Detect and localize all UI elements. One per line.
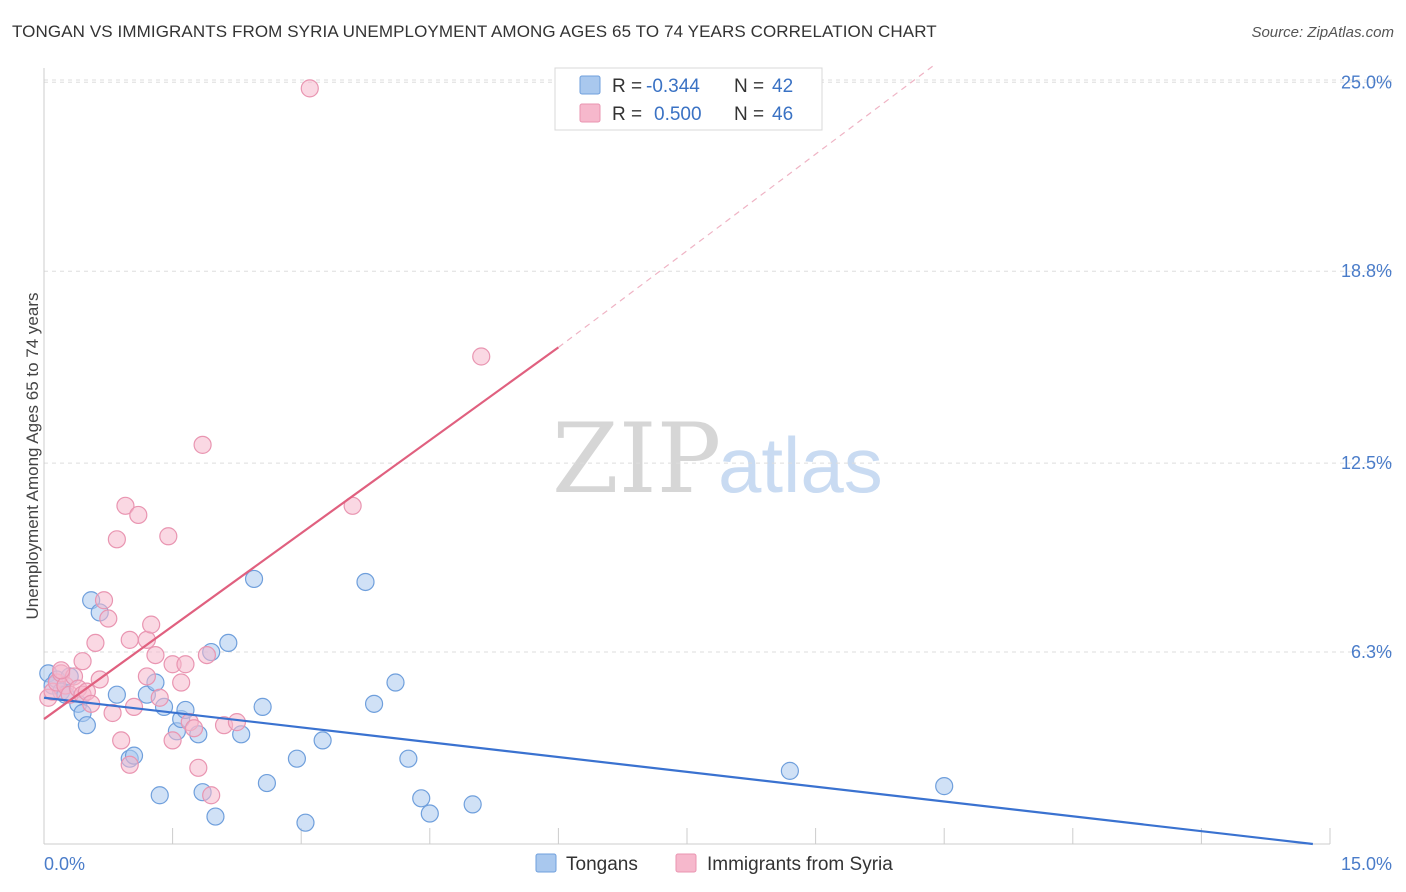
legend-swatch-tongans-bottom — [535, 853, 557, 873]
point-tongans — [77, 716, 96, 735]
point-tongans — [386, 673, 405, 692]
point-tongans — [107, 685, 126, 704]
point-tongans — [150, 786, 169, 805]
point-syria — [120, 755, 139, 774]
legend-swatch-syria-bottom — [675, 853, 697, 873]
series-legend: Tongans Immigrants from Syria — [535, 853, 893, 875]
point-syria — [159, 527, 178, 546]
trend-line-tongans — [43, 696, 1313, 846]
point-tongans — [356, 572, 375, 592]
y-tick-label: 18.8% — [1341, 261, 1392, 281]
point-syria — [189, 758, 208, 777]
axes — [43, 68, 1331, 845]
legend-n-value-2: 46 — [772, 104, 793, 125]
point-syria — [107, 530, 126, 549]
point-syria — [472, 347, 491, 366]
legend-n-value-1: 42 — [772, 76, 793, 97]
point-tongans — [399, 749, 418, 768]
point-tongans — [364, 694, 384, 713]
point-tongans — [253, 697, 272, 716]
point-tongans — [412, 789, 431, 808]
legend-label-syria: Immigrants from Syria — [707, 854, 893, 875]
legend-n-label-2: N = — [734, 104, 764, 125]
y-axis-label: Unemployment Among Ages 65 to 74 years — [23, 293, 42, 620]
legend-swatch-syria — [579, 103, 601, 123]
point-syria — [146, 645, 165, 665]
point-syria — [202, 786, 221, 805]
point-syria — [176, 655, 195, 674]
point-syria — [99, 609, 118, 628]
point-syria — [163, 731, 182, 750]
point-syria — [129, 505, 148, 525]
legend-r-label-2: R = — [612, 104, 642, 125]
point-syria — [103, 703, 122, 723]
correlation-legend: R = -0.344 N = 42 R = 0.500 N = 46 — [554, 67, 823, 131]
y-tick-label: 12.5% — [1341, 453, 1392, 473]
point-syria — [137, 667, 156, 686]
point-tongans — [206, 807, 225, 826]
point-syria — [142, 615, 161, 634]
y-tick-label: 6.3% — [1351, 642, 1392, 662]
point-syria — [150, 688, 169, 707]
trend-line-syria — [43, 346, 560, 720]
legend-r-label-1: R = — [612, 76, 642, 97]
y-tick-label: 25.0% — [1341, 72, 1392, 92]
x-tick-label: 15.0% — [1341, 854, 1392, 874]
point-tongans — [935, 777, 954, 796]
point-tongans — [257, 773, 277, 793]
trend-lines — [43, 63, 1313, 846]
point-tongans — [313, 731, 332, 750]
grid — [44, 79, 1392, 653]
point-syria — [193, 435, 212, 454]
legend-r-value-2: 0.500 — [654, 104, 702, 125]
point-syria — [86, 633, 105, 653]
watermark-atlas: atlas — [718, 421, 883, 509]
point-syria — [116, 496, 135, 515]
legend-label-tongans: Tongans — [566, 854, 638, 875]
point-tongans — [780, 761, 799, 780]
data-points — [39, 79, 954, 832]
point-syria — [112, 731, 131, 750]
point-tongans — [287, 749, 307, 768]
trend-line-syria-extension — [558, 63, 936, 348]
legend-r-value-1: -0.344 — [646, 76, 700, 97]
tick-labels: 6.3% 12.5% 18.8% 25.0% 0.0% 15.0% — [44, 72, 1392, 874]
point-tongans — [296, 813, 315, 832]
watermark-zip: ZIP — [552, 403, 721, 515]
point-tongans — [219, 633, 238, 653]
point-syria — [52, 661, 71, 680]
chart-title: TONGAN VS IMMIGRANTS FROM SYRIA UNEMPLOY… — [12, 22, 937, 41]
point-syria — [172, 673, 191, 692]
point-syria — [300, 79, 319, 98]
legend-n-label-1: N = — [734, 76, 764, 97]
point-syria — [73, 652, 92, 671]
point-syria — [94, 591, 114, 610]
point-tongans — [244, 569, 264, 589]
point-tongans — [463, 795, 482, 814]
point-syria — [184, 719, 204, 738]
point-tongans — [420, 804, 439, 823]
x-tick-label: 0.0% — [44, 854, 85, 874]
source-label: Source: ZipAtlas.com — [1251, 24, 1394, 41]
point-syria — [227, 713, 246, 732]
point-syria — [197, 645, 216, 665]
point-syria — [120, 630, 139, 649]
legend-swatch-tongans — [579, 75, 601, 95]
